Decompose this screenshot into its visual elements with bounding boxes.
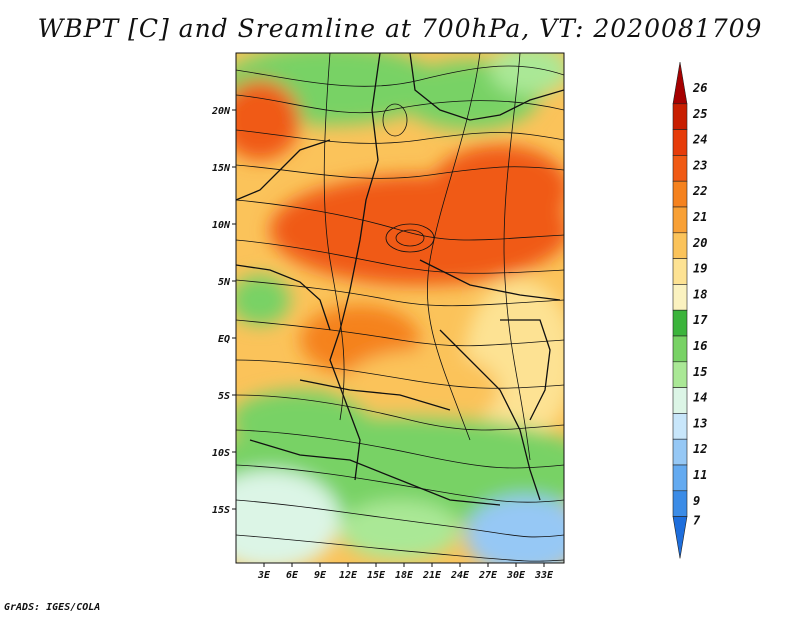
colorbar-label: 23	[692, 158, 707, 172]
colorbar-swatch	[672, 180, 688, 208]
colorbar-label: 12	[693, 442, 707, 456]
colorbar-label: 25	[692, 107, 707, 121]
colorbar-swatch	[672, 309, 688, 337]
colorbar-swatch	[672, 516, 688, 559]
colorbar-swatch	[672, 438, 688, 466]
lat-label: 5N	[218, 277, 231, 288]
colorbar-label: 19	[693, 262, 707, 276]
lon-label: 9E	[314, 570, 327, 581]
colorbar-label: 16	[693, 339, 707, 353]
colorbar-label: 15	[693, 365, 707, 379]
colorbar-label: 17	[693, 313, 708, 327]
colorbar-label: 20	[692, 236, 707, 250]
colorbar-label: 24	[692, 133, 707, 147]
lat-label: 15N	[212, 163, 231, 174]
lon-label: 21E	[422, 570, 442, 581]
colorbar: 26 25 24 23 22 21 20 19 18 17 16 15 14 13 12 11 9 7	[672, 61, 708, 559]
colorbar-label: 9	[693, 494, 700, 508]
colorbar-label: 21	[692, 210, 707, 224]
colorbar-label: 13	[693, 416, 707, 430]
colorbar-swatch	[672, 103, 688, 130]
lat-label: EQ	[218, 334, 230, 345]
lon-label: 33E	[534, 570, 554, 581]
lon-label: 18E	[395, 570, 414, 581]
colorbar-swatch	[672, 284, 688, 311]
country-borders	[236, 53, 564, 506]
lat-label: 20N	[211, 106, 231, 117]
colorbar-swatch	[672, 206, 688, 234]
colorbar-swatch	[672, 258, 688, 285]
colorbar-label: 18	[693, 287, 707, 301]
streamlines	[236, 53, 564, 562]
chart-title: WBPT [C] and Sreamline at 700hPa, VT: 20…	[37, 14, 763, 43]
lat-label: 10S	[212, 448, 230, 459]
colorbar-swatch	[672, 232, 688, 259]
wbpt-field	[236, 53, 564, 563]
lon-axis: 3E 6E 9E 12E 15E 18E 21E 24E 27E 30E 33E	[257, 563, 554, 581]
colorbar-label: 7	[693, 514, 701, 528]
colorbar-swatch	[672, 387, 688, 414]
map-frame	[235, 52, 565, 564]
lon-label: 6E	[286, 570, 299, 581]
colorbar-label: 22	[692, 184, 707, 198]
lat-axis: 20N 15N 10N 5N EQ 5S 10S 15S	[211, 106, 236, 516]
colorbar-label: 26	[692, 81, 707, 95]
colorbar-swatch	[672, 413, 688, 440]
lat-label: 5S	[218, 391, 230, 402]
colorbar-swatch	[672, 335, 688, 363]
lon-label: 3E	[257, 570, 271, 581]
colorbar-swatch	[672, 129, 688, 156]
colorbar-label: 11	[693, 468, 707, 482]
lon-label: 27E	[478, 570, 498, 581]
colorbar-label: 14	[693, 391, 707, 405]
lon-label: 12E	[339, 570, 358, 581]
colorbar-swatch	[672, 490, 688, 517]
colorbar-swatch	[672, 61, 688, 105]
lat-label: 15S	[212, 505, 230, 516]
footer-credit: GrADS: IGES/COLA	[4, 602, 101, 613]
colorbar-swatch	[672, 155, 688, 182]
lat-label: 10N	[212, 220, 231, 231]
lon-label: 15E	[367, 570, 386, 581]
lon-label: 30E	[506, 570, 526, 581]
colorbar-swatch	[672, 464, 688, 492]
colorbar-swatch	[672, 361, 688, 388]
lon-label: 24E	[450, 570, 470, 581]
